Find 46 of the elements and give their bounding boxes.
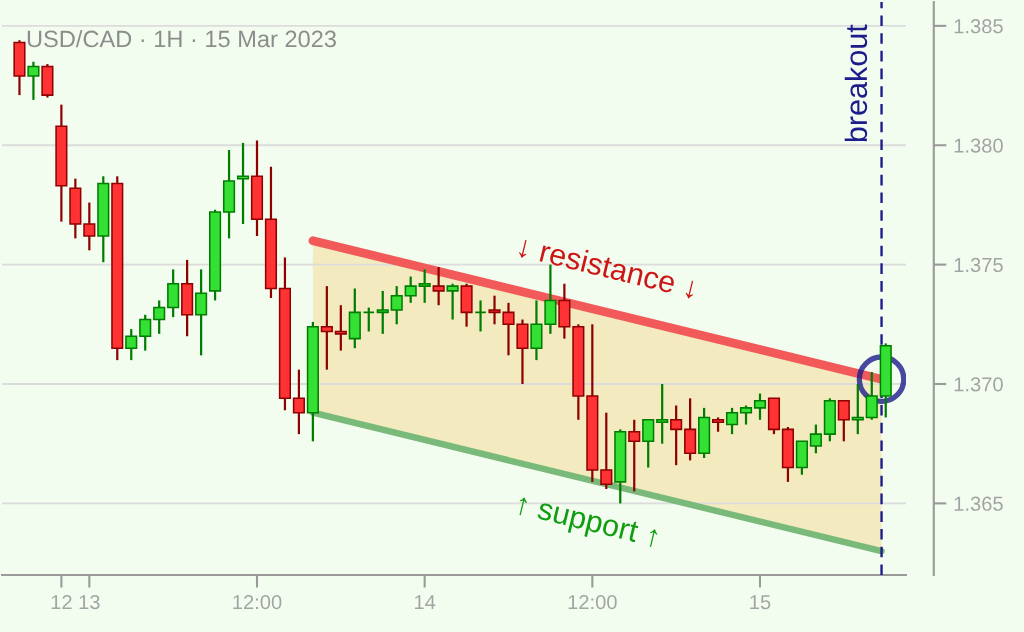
text: ↑ support ↑ bbox=[515, 494, 659, 553]
y-tick-label: 1.380 bbox=[954, 138, 1003, 153]
candlestick bbox=[656, 382, 669, 445]
y-tick-label: 1.365 bbox=[954, 496, 1003, 511]
text: USD/CAD · 1H · 15 Mar 2023 bbox=[27, 30, 336, 48]
x-tick-label: 14 bbox=[414, 595, 436, 610]
candlestick bbox=[418, 268, 431, 304]
candlestick bbox=[851, 382, 864, 436]
x-tick-label: 13 bbox=[79, 594, 100, 610]
candlestick bbox=[725, 406, 739, 436]
candlestick bbox=[446, 282, 459, 321]
candlestick bbox=[628, 418, 641, 493]
candlestick bbox=[739, 404, 753, 426]
y-tick-label: 1.375 bbox=[954, 257, 1003, 273]
candlestick bbox=[27, 60, 40, 101]
x-tick-label: 12:00 bbox=[568, 594, 617, 610]
candlestick bbox=[139, 313, 152, 352]
candlestick bbox=[432, 265, 445, 307]
candlestick bbox=[670, 404, 683, 467]
candlestick bbox=[837, 399, 850, 443]
x-tick-label: 15 bbox=[750, 595, 771, 610]
candlestick bbox=[474, 299, 487, 333]
candlestick bbox=[167, 268, 180, 319]
candlestick bbox=[865, 370, 878, 421]
candlestick bbox=[404, 275, 417, 304]
candlestick bbox=[292, 368, 305, 436]
text: ↓ resistance ↓ bbox=[518, 234, 698, 300]
candlestick bbox=[83, 201, 96, 252]
ref-line-label: breakout bbox=[844, 24, 868, 142]
candlestick bbox=[809, 423, 822, 455]
x-tick-label: 12:00 bbox=[233, 594, 282, 610]
candlestick bbox=[684, 397, 697, 462]
candlestick bbox=[642, 418, 655, 469]
candlestick bbox=[753, 392, 767, 421]
y-tick-label: 1.385 bbox=[954, 19, 1003, 34]
candlestick bbox=[390, 285, 403, 326]
candlestick bbox=[334, 304, 347, 352]
x-tick-label: 12 bbox=[51, 594, 72, 610]
candlestick bbox=[600, 411, 613, 491]
candlestick bbox=[125, 327, 138, 362]
candlestick bbox=[195, 268, 208, 357]
candlestick bbox=[362, 306, 375, 333]
candlestick bbox=[376, 289, 389, 335]
y-tick-label: 1.370 bbox=[954, 377, 1003, 392]
candlestick bbox=[320, 285, 333, 371]
candlestick bbox=[153, 299, 166, 335]
